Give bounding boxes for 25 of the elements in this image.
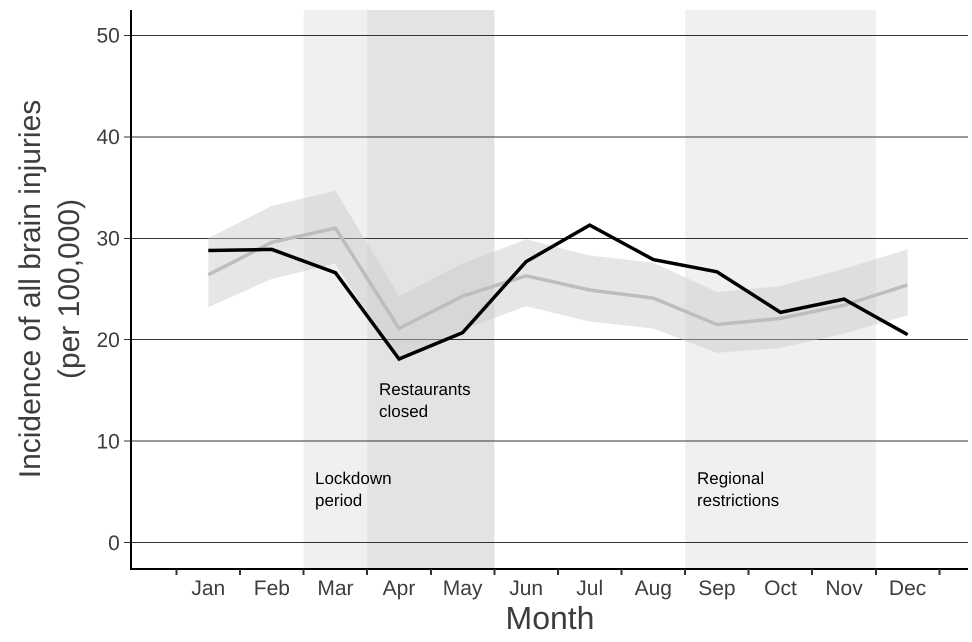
line-series [206,226,910,330]
x-tick-label: Jan [191,577,226,600]
x-tick-label: Sep [698,577,736,600]
y-tick-label: 20 [96,329,120,352]
x-tick-label: May [442,577,483,600]
y-tick-label: 10 [96,430,120,454]
y-tick-label: 30 [96,228,120,251]
x-tick-label: Aug [634,577,672,600]
x-tick-label: Mar [317,577,354,600]
x-tick-label: Oct [764,577,797,600]
band-label: Regional restrictions [697,469,780,510]
x-axis-title: Month [506,600,594,636]
y-axis-title: Incidence of all brain injuries (per 100,000) [14,100,86,478]
band-label: Lockdown period [315,469,392,510]
x-tick-label: Apr [382,577,416,600]
band-label: Restaurants closed [379,380,471,422]
y-tick-label: 50 [96,24,120,48]
y-tick-label: 40 [96,126,120,150]
line-series [206,223,910,361]
x-tick-label: Jun [509,577,544,600]
x-tick-label: Dec [888,577,926,600]
x-tick-label: Feb [254,577,290,600]
x-tick-label: Nov [825,577,864,600]
x-tick-label: Jul [576,577,604,600]
y-tick-label: 0 [108,532,120,555]
